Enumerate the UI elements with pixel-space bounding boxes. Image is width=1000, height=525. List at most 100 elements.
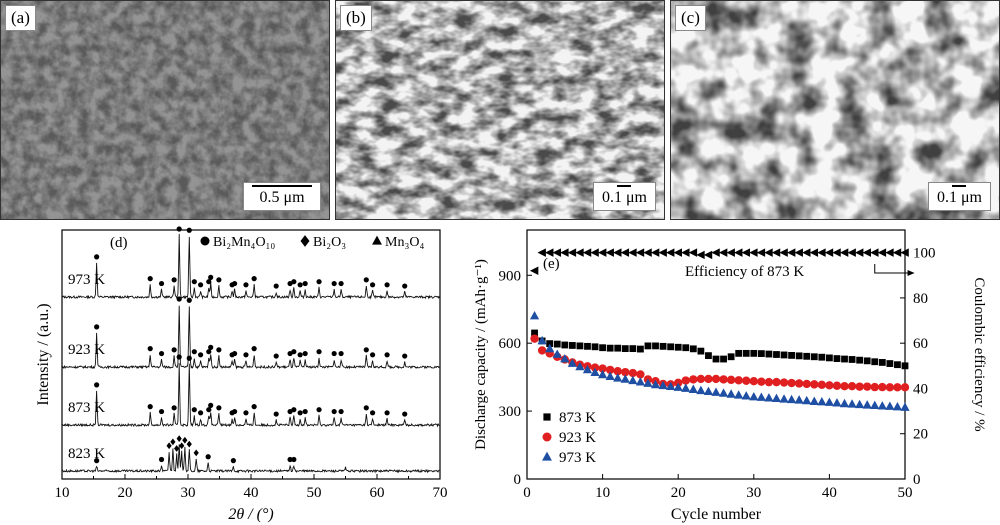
data-point [886,360,894,367]
efficiency-point [613,248,622,257]
data-point [696,374,706,384]
peak-marker [369,282,376,288]
y2-tick-label: 100 [913,246,936,262]
data-point [635,377,646,386]
peak-marker [402,411,408,417]
efficiency-point [764,248,773,257]
data-point [650,379,661,389]
efficiency-point [900,248,909,257]
efficiency-series [529,248,909,275]
data-point [712,355,720,363]
data-point [529,310,540,320]
data-point [749,377,758,386]
xrd-series-973k: 973 K [61,226,440,300]
sem-texture-a [1,1,329,219]
sem-image-c: (c) 0.1 μm [670,0,1000,220]
peak-marker [338,350,344,357]
peak-marker [147,276,153,282]
peak-marker [302,280,308,287]
data-point [794,395,804,404]
peak-marker [297,352,303,358]
efficiency-point [605,248,614,257]
data-point [553,340,561,348]
efficiency-point [658,248,667,257]
xrd-series-873k: 873 K [61,354,440,428]
data-point [885,401,895,410]
data-point [597,369,608,379]
data-point [900,402,910,411]
series-label: 823 K [68,446,105,462]
peak-marker [384,410,390,416]
legend-label: Mn₃O₄ [385,235,424,250]
efficiency-point [771,248,781,257]
peak-marker [363,347,369,353]
data-point [750,349,758,357]
data-point [688,384,698,393]
efficiency-point [809,248,819,257]
data-point [764,377,774,387]
efficiency-point [688,248,698,257]
data-point [870,400,880,410]
data-point [697,347,705,355]
data-point [590,367,600,376]
peak-marker [171,347,177,353]
data-point [644,342,652,350]
data-point [705,352,712,360]
data-point [779,378,789,387]
peak-marker [316,349,322,355]
efficiency-point [537,248,546,257]
peak-marker [191,279,197,285]
data-point [871,358,879,366]
data-point [824,397,835,406]
data-point [704,374,713,384]
data-point [576,342,584,350]
data-point [841,355,848,363]
peak-marker [158,350,165,357]
data-point [711,387,721,396]
efficiency-point [620,248,630,257]
y2-tick-label: 20 [913,427,928,443]
data-point [674,343,682,351]
legend-marker [542,451,552,461]
peak-marker [206,349,212,355]
efficiency-point [666,248,675,257]
data-point [560,353,570,363]
data-point [605,365,615,375]
data-point [802,395,812,405]
data-point [856,356,864,364]
x-tick-label: 10 [55,485,70,501]
efficiency-point [749,248,758,257]
scale-label-a: 0.5 μm [259,189,305,206]
peak-marker [363,405,369,411]
plot-frame [61,229,441,480]
xrd-chart: 10 20 30 40 50 60 70 2θ / (°) Intensity / (a.u.)… [35,226,448,523]
scale-label-c: 0.1 μm [936,189,982,206]
scale-bar-b: 0.1 μm [592,182,656,211]
efficiency-point [673,248,682,257]
peak-marker [186,440,192,448]
x-tick-label: 40 [244,485,259,501]
x-tick-label: 40 [822,485,837,501]
xrd-series-823k: 823 K [61,435,440,474]
peak-marker [208,344,214,350]
data-point [810,353,818,361]
efficiency-point [545,248,554,257]
peak-marker [208,402,214,408]
efficiency-point [885,248,894,257]
data-point [772,377,781,387]
data-point [757,377,766,386]
data-point [537,346,547,355]
data-point [833,355,841,362]
peak-marker [94,324,100,330]
data-point [613,367,622,376]
data-point [892,401,903,411]
y2-tick-label: 60 [913,336,928,352]
y-axis-label: Discharge capacity / (mAh·g⁻¹) [473,259,489,450]
efficiency-point [847,248,856,257]
data-point [855,382,864,391]
data-point [802,379,811,389]
efficiency-point [839,248,849,257]
data-point [863,382,872,391]
peak-marker [182,436,188,444]
data-point [832,381,842,390]
